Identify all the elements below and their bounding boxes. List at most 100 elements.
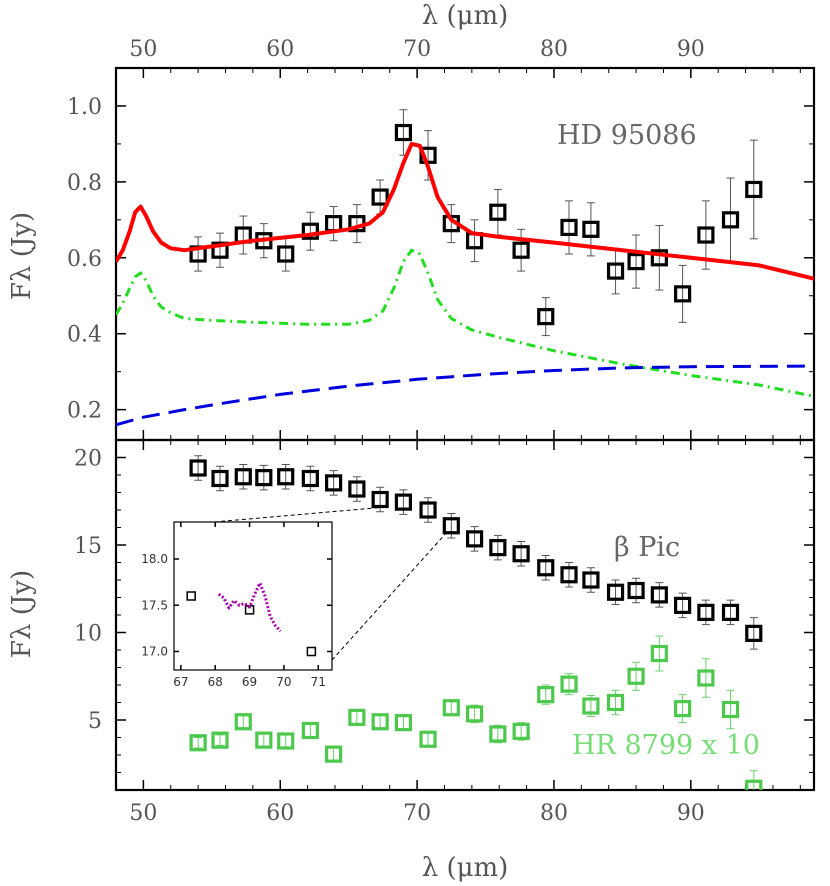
bottom-series-0-point [627, 581, 645, 600]
bottom-series-0-point [512, 545, 530, 563]
bottom-ytick-label: 5 [88, 709, 102, 734]
bottom-series-0-point [189, 459, 207, 477]
bottom-series-0-point [325, 474, 343, 492]
top-xtick-label-top: 60 [266, 37, 294, 62]
bottom-ytick-label: 10 [74, 622, 102, 647]
bottom-y-axis-title: Fλ (Jy) [7, 570, 37, 658]
bottom-series-1-point [489, 725, 507, 743]
top-series-2-line [116, 248, 814, 398]
top-xtick-label-top: 70 [403, 37, 431, 62]
bottom-series-1-point [255, 731, 273, 749]
top-series-0-point [650, 249, 668, 267]
bottom-series-0-point [606, 583, 625, 601]
beta-pic-label: β Pic [614, 532, 680, 563]
inset-xtick-label: 68 [208, 675, 223, 689]
bottom-series-0-point [721, 603, 740, 621]
bottom-series-1-point [512, 722, 530, 740]
inset-xtick-label: 69 [242, 675, 257, 689]
bottom-series-1-point [234, 713, 252, 731]
bottom-series-0-point [301, 469, 319, 488]
bottom-series-0-point [582, 571, 600, 589]
inset-ytick-label: 17.0 [141, 645, 168, 659]
bottom-series-0-point [537, 559, 555, 577]
bottom-x-axis-title: λ (μm) [422, 853, 509, 883]
inset-ytick-label: 17.5 [141, 598, 168, 612]
bottom-series-1-point [325, 745, 343, 763]
top-series-0-point [489, 203, 507, 221]
bottom-series-0-point [650, 586, 668, 604]
bottom-series-1-point [189, 734, 207, 752]
bottom-series-1-point [277, 732, 295, 750]
bottom-xtick-label: 60 [266, 801, 294, 826]
bottom-series-1-point [582, 697, 600, 715]
top-ytick-label: 0.6 [67, 247, 102, 272]
top-series-1-line [116, 141, 814, 281]
inset-xtick-label: 70 [276, 675, 291, 689]
top-x-axis-title: λ (μm) [422, 1, 509, 31]
bottom-series-1-point [211, 731, 229, 749]
top-series-0-point [674, 285, 692, 303]
bottom-series-1-point [606, 693, 625, 712]
top-ytick-label: 0.2 [67, 399, 102, 424]
inset-content [186, 581, 317, 657]
top-series-0-point [277, 245, 295, 263]
bottom-series-1-point [627, 667, 645, 685]
bottom-series-0-point [277, 468, 295, 486]
bottom-series-0-point [419, 501, 437, 519]
bottom-series-0-point [234, 468, 252, 486]
inset-series-1-line [217, 581, 282, 633]
bottom-series-0-point [465, 530, 484, 548]
bottom-series-1-point [394, 714, 413, 732]
bottom-xtick-label: 80 [540, 801, 568, 826]
inset-series-0-point [306, 646, 317, 657]
hr8799-label: HR 8799 x 10 [572, 730, 760, 761]
bottom-series-0-point [489, 539, 507, 557]
hd95086-label: HD 95086 [557, 120, 697, 151]
bottom-xtick-label: 70 [403, 801, 431, 826]
top-series-0-point [371, 188, 389, 206]
top-frame [114, 66, 816, 442]
bottom-series-1-point [560, 675, 578, 693]
bottom-series-1-point [697, 669, 715, 687]
top-series-3-line [116, 364, 814, 427]
inset-panel: 67 68 69 70 71 17.0 17.5 18.0 [141, 507, 448, 689]
bottom-series-1-point [537, 686, 555, 704]
top-xtick-label-top: 80 [540, 37, 568, 62]
top-series-0-point [721, 211, 740, 229]
bottom-series-1-point [465, 705, 484, 723]
bottom-ytick-label: 20 [74, 447, 102, 472]
top-xtick-label-top: 50 [129, 37, 157, 62]
top-y-axis-title: Fλ (Jy) [7, 212, 37, 300]
bottom-panel: 50 60 70 80 90 5 10 15 20 [74, 438, 816, 826]
top-series-0-point [606, 262, 625, 280]
top-series-0-point [211, 241, 229, 259]
bottom-series-0-point [674, 596, 692, 614]
bottom-series-1-point [301, 721, 319, 740]
bottom-series-1-point [348, 708, 366, 726]
bottom-series-0-point [442, 517, 460, 535]
bottom-series-1-point [419, 730, 437, 748]
top-ytick-label: 0.4 [67, 323, 102, 348]
bottom-series-0-point [394, 493, 413, 511]
top-series-0-point [512, 241, 530, 259]
bottom-content [189, 455, 763, 790]
bottom-ytick-label: 15 [74, 534, 102, 559]
top-series-0-point [582, 220, 600, 238]
top-ytick-label: 0.8 [67, 171, 102, 196]
bottom-series-0-point [348, 480, 366, 498]
top-series-0-point [560, 218, 578, 237]
inset-xtick-label: 67 [173, 675, 188, 689]
top-series-0-point [627, 252, 645, 271]
top-series-0-point [745, 180, 763, 199]
bottom-series-1-point [650, 644, 668, 663]
top-series-0-point [301, 222, 319, 240]
top-panel: 50 60 70 80 90 0.2 0.4 0.6 0.8 1.0 [67, 37, 816, 442]
bottom-series-0-point [371, 490, 389, 509]
bottom-xtick-label: 50 [129, 801, 157, 826]
bottom-series-0-point [211, 469, 229, 488]
top-series-0-point [537, 308, 555, 326]
inset-xtick-label: 71 [311, 675, 326, 689]
top-ytick-label: 1.0 [67, 95, 102, 120]
top-xtick-label-top: 90 [677, 37, 705, 62]
